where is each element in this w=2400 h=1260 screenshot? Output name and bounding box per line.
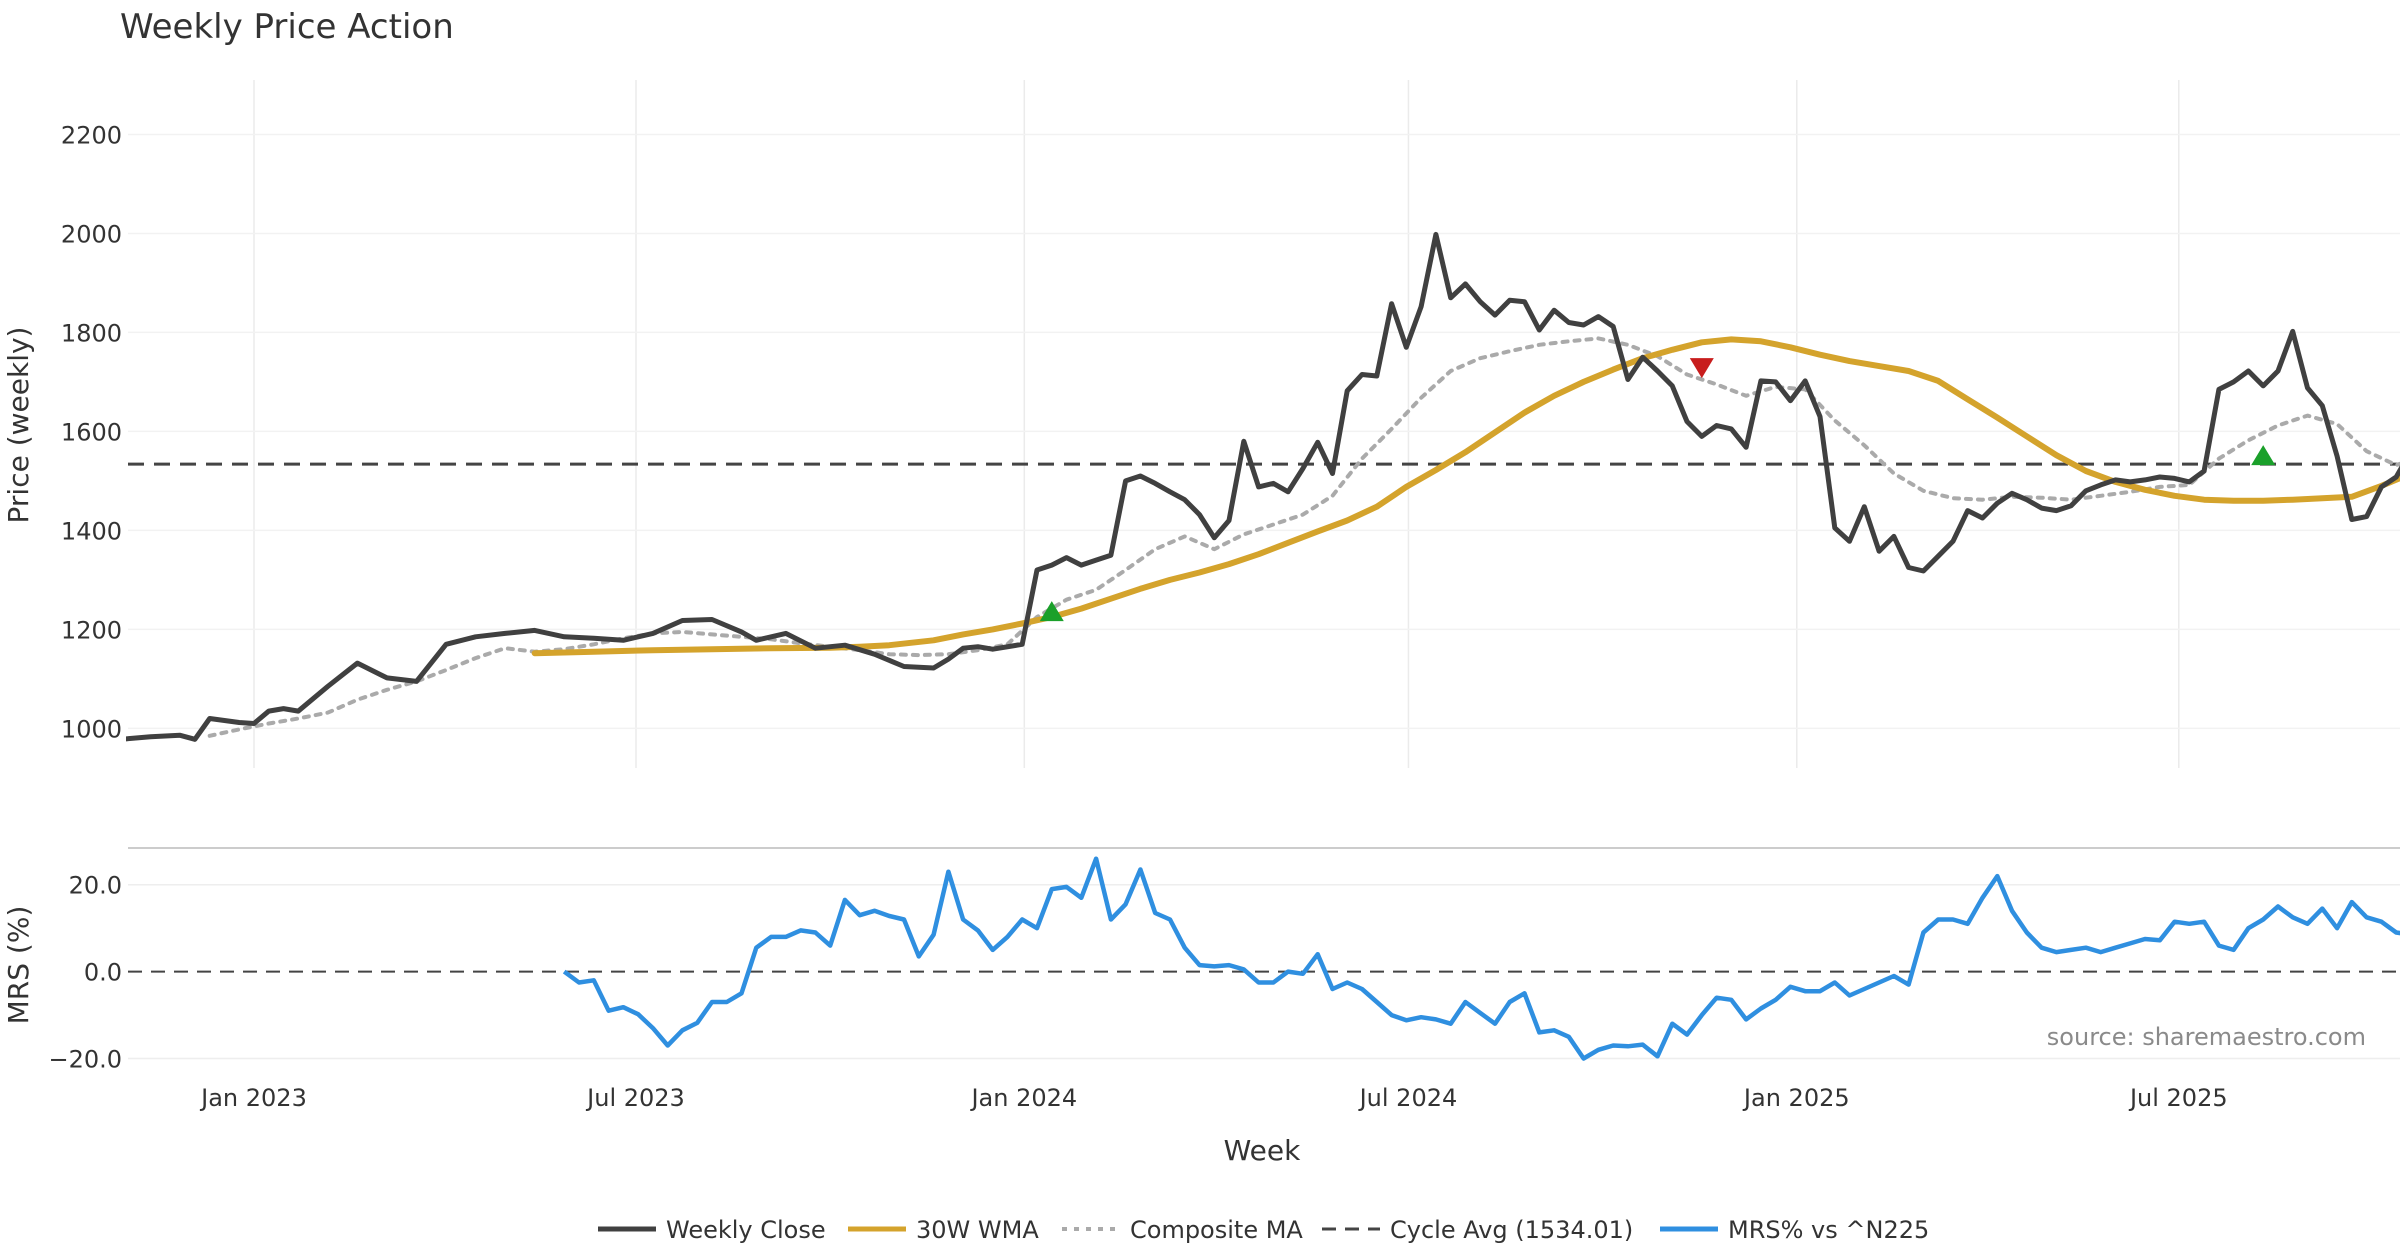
x-tick-label: Jan 2025 <box>1742 1084 1850 1112</box>
chart-title: Weekly Price Action <box>120 7 454 47</box>
legend-label: Cycle Avg (1534.01) <box>1390 1216 1633 1244</box>
x-tick-label: Jan 2023 <box>199 1084 307 1112</box>
series-lines <box>126 231 2400 1061</box>
series-line-mrs <box>562 856 2400 1061</box>
price-y-tick-label: 1200 <box>61 616 122 644</box>
price-y-tick-label: 2200 <box>61 121 122 149</box>
legend-label: MRS% vs ^N225 <box>1728 1216 1929 1244</box>
grid-lines <box>128 80 2400 1060</box>
legend-label: Weekly Close <box>666 1216 826 1244</box>
legend-label: 30W WMA <box>916 1216 1039 1244</box>
sell-signal-marker <box>1689 358 1714 379</box>
signal-markers <box>1039 358 2276 622</box>
price-y-tick-label: 1800 <box>61 319 122 347</box>
source-label: source: sharemaestro.com <box>2047 1023 2366 1051</box>
mrs-y-tick-label: −20.0 <box>48 1045 122 1073</box>
buy-signal-marker <box>1039 601 1064 622</box>
price-y-tick-label: 1400 <box>61 517 122 545</box>
price-y-tick-label: 1000 <box>61 715 122 743</box>
x-axis-label: Week <box>1224 1134 1301 1167</box>
reference-lines <box>128 462 2400 973</box>
tick-labels: Jan 2023 Jul 2023 Jan 2024 Jul 2024 Jan 2025… <box>48 121 2227 1112</box>
legend: Weekly Close 30W WMA Composite MA Cycle Avg… <box>598 1216 1929 1244</box>
x-tick-label: Jul 2025 <box>2128 1084 2228 1112</box>
x-tick-label: Jan 2024 <box>969 1084 1077 1112</box>
mrs-y-tick-label: 0.0 <box>84 959 122 987</box>
series-line-weekly-close <box>126 231 2400 742</box>
legend-label: Composite MA <box>1130 1216 1303 1244</box>
x-tick-label: Jul 2024 <box>1358 1084 1458 1112</box>
price-y-tick-label: 2000 <box>61 220 122 248</box>
price-ylabel: Price (weekly) <box>2 327 35 524</box>
mrs-y-tick-label: 20.0 <box>69 872 122 900</box>
x-tick-label: Jul 2023 <box>585 1084 685 1112</box>
mrs-ylabel: MRS (%) <box>2 906 35 1025</box>
series-line-30w-wma <box>531 336 2400 657</box>
buy-signal-marker <box>2251 445 2276 466</box>
price-y-tick-label: 1600 <box>61 418 122 446</box>
